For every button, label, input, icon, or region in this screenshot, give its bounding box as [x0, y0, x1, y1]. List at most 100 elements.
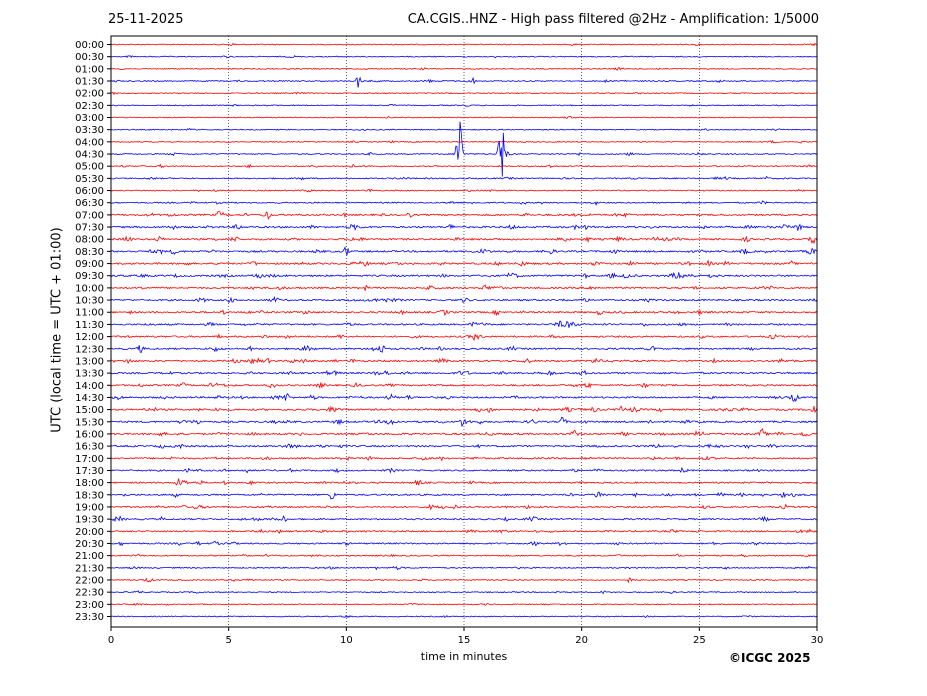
trace-line	[110, 235, 818, 245]
y-tick-label: 05:00	[75, 162, 104, 173]
y-tick-label: 17:30	[75, 466, 104, 477]
trace-line	[110, 67, 818, 71]
trace-line	[110, 246, 818, 256]
y-tick-label: 11:30	[75, 320, 104, 331]
trace-line	[110, 175, 818, 181]
trace-line	[110, 443, 818, 450]
y-tick-label: 07:30	[75, 223, 104, 234]
trace-line	[110, 602, 818, 606]
trace-line	[110, 210, 818, 221]
y-tick-label: 23:00	[75, 600, 104, 611]
trace-line	[110, 309, 818, 317]
y-tick-label: 04:00	[75, 137, 104, 148]
y-tick-label: 17:00	[75, 454, 104, 465]
y-tick-label: 09:30	[75, 271, 104, 282]
x-tick-group: 0 5 10 15 20 25 30	[108, 627, 824, 646]
trace-line	[110, 540, 817, 547]
trace-line	[110, 466, 818, 474]
trace-line	[110, 320, 818, 328]
trace-line	[111, 55, 818, 59]
trace-line	[110, 427, 817, 437]
x-tick-label: 10	[340, 635, 353, 646]
y-tick-label: 21:00	[75, 551, 104, 562]
y-tick-label: 05:30	[75, 174, 104, 185]
y-tick-label: 11:00	[75, 308, 104, 319]
trace-line	[110, 223, 818, 231]
y-tick-label: 12:00	[75, 332, 104, 343]
trace-line	[110, 491, 818, 500]
y-tick-label: 23:30	[75, 612, 104, 623]
trace-line	[110, 163, 818, 169]
y-tick-label: 06:00	[75, 186, 104, 197]
x-tick-label: 25	[693, 635, 706, 646]
y-tick-label: 01:00	[75, 64, 104, 75]
y-tick-label: 20:00	[75, 527, 104, 538]
trace-line	[110, 259, 818, 267]
plot-date: 25-11-2025	[108, 12, 184, 27]
y-tick-label: 14:00	[75, 381, 104, 392]
trace-line	[110, 91, 818, 96]
trace-line	[110, 188, 818, 193]
trace-line	[110, 528, 818, 534]
y-tick-label: 16:30	[75, 442, 104, 453]
trace-line	[110, 139, 818, 144]
x-tick-label: 20	[575, 635, 588, 646]
trace-line	[110, 577, 818, 584]
trace-line	[110, 103, 817, 108]
trace-line	[110, 121, 818, 177]
trace-line	[110, 284, 818, 291]
trace-line	[110, 590, 818, 595]
y-tick-label: 00:00	[75, 40, 104, 51]
y-tick-label: 10:30	[75, 296, 104, 307]
trace-line	[110, 455, 818, 462]
y-tick-label: 06:30	[75, 198, 104, 209]
trace-line	[110, 333, 818, 342]
trace-line	[110, 271, 818, 280]
y-tick-label: 00:30	[75, 52, 104, 63]
x-tick-label: 0	[108, 635, 114, 646]
y-tick-label: 19:30	[75, 515, 104, 526]
trace-line	[110, 381, 818, 389]
trace-line	[110, 565, 818, 571]
y-tick-label: 12:30	[75, 344, 104, 355]
y-tick-label: 21:30	[75, 563, 104, 574]
y-tick-label: 13:00	[75, 356, 104, 367]
y-tick-label: 04:30	[75, 150, 104, 161]
trace-line	[110, 369, 818, 377]
trace-line	[110, 392, 818, 403]
trace-line	[110, 127, 818, 132]
y-tick-label: 13:30	[75, 369, 104, 380]
plot-frame	[110, 35, 818, 628]
y-tick-label: 15:00	[75, 405, 104, 416]
y-tick-label: 15:30	[75, 417, 104, 428]
trace-line	[110, 503, 818, 511]
y-tick-label: 02:30	[75, 101, 104, 112]
y-tick-label: 07:00	[75, 210, 104, 221]
y-tick-label: 22:30	[75, 588, 104, 599]
trace-line	[110, 200, 818, 206]
trace-line	[110, 614, 818, 619]
copyright-label: ©ICGC 2025	[729, 651, 811, 665]
y-tick-label: 03:30	[75, 125, 104, 136]
y-tick-label: 16:00	[75, 429, 104, 440]
y-tick-label: 10:00	[75, 283, 104, 294]
trace-line	[110, 42, 818, 47]
y-tick-label: 18:00	[75, 478, 104, 489]
trace-line	[110, 553, 818, 558]
x-tick-label: 5	[225, 635, 231, 646]
y-tick-label: 01:30	[75, 77, 104, 88]
y-tick-label: 14:30	[75, 393, 104, 404]
trace-group	[110, 42, 818, 619]
x-tick-label: 30	[811, 635, 824, 646]
y-tick-label: 22:00	[75, 575, 104, 586]
x-axis-label: time in minutes	[420, 650, 508, 663]
trace-line	[110, 344, 818, 353]
trace-line	[110, 515, 818, 523]
y-tick-label: 08:30	[75, 247, 104, 258]
trace-line	[111, 116, 818, 119]
trace-line	[110, 295, 818, 304]
trace-line	[110, 405, 818, 414]
y-tick-label: 03:00	[75, 113, 104, 124]
